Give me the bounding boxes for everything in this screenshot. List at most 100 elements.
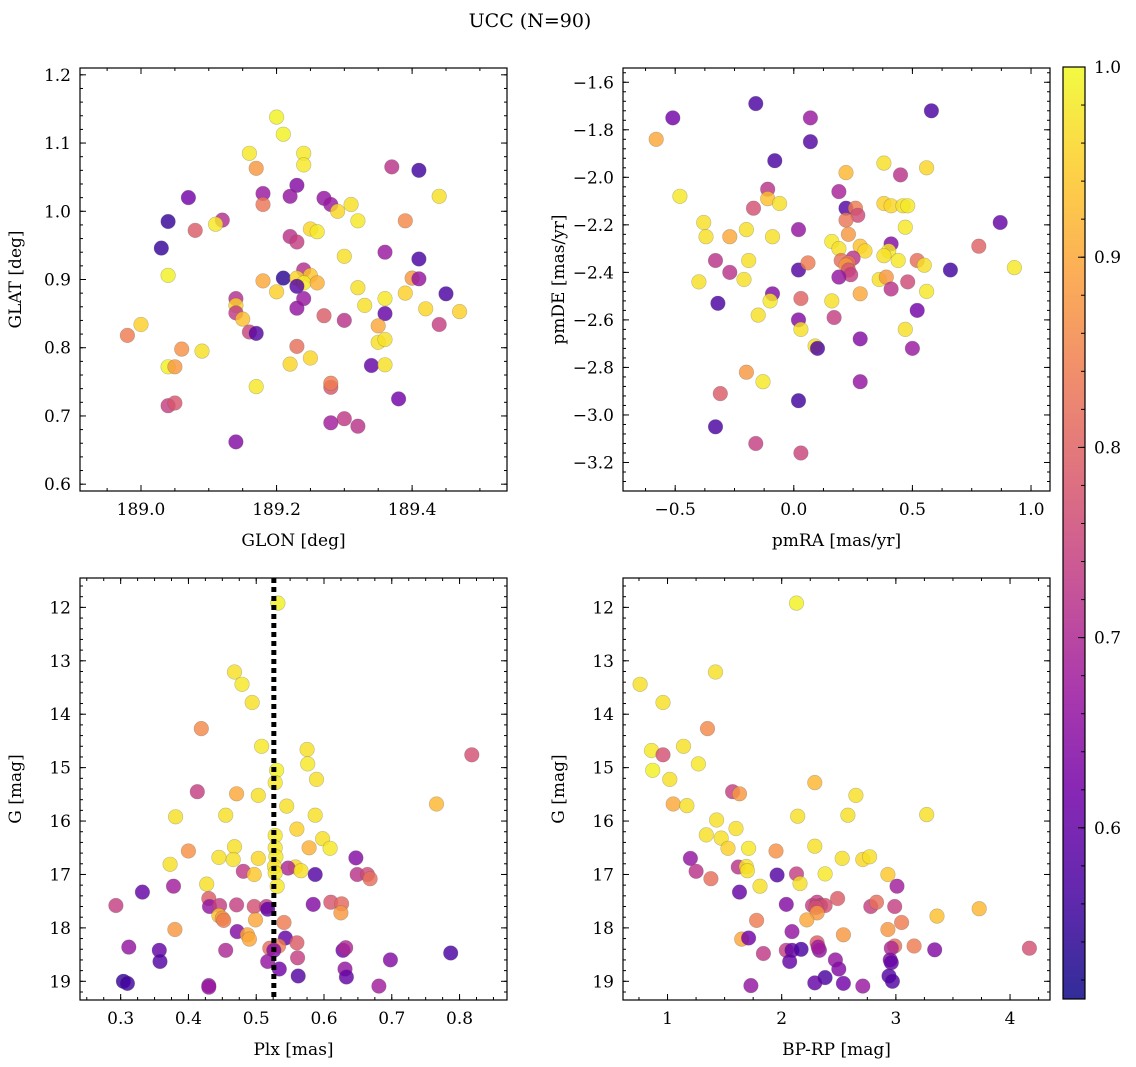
- data-point: [199, 876, 215, 892]
- data-point: [793, 321, 809, 338]
- data-point: [919, 806, 935, 823]
- data-point: [370, 318, 386, 334]
- tick-marks: [80, 578, 507, 1000]
- data-point: [831, 961, 847, 977]
- data-point: [880, 921, 896, 938]
- data-point: [834, 850, 850, 867]
- data-point: [226, 664, 243, 680]
- data-point: [343, 196, 359, 213]
- data-point: [418, 301, 434, 317]
- data-point: [247, 912, 264, 928]
- tick-marks: [623, 68, 1050, 491]
- data-point: [784, 923, 800, 940]
- y-axis-label: G [mag]: [6, 754, 26, 823]
- data-point: [377, 357, 393, 373]
- data-point: [464, 747, 480, 763]
- y-tick-label: −1.8: [573, 121, 614, 141]
- data-point: [241, 931, 257, 947]
- data-point: [391, 391, 407, 407]
- x-tick-label: 0.5: [243, 1009, 270, 1029]
- data-point: [194, 343, 210, 359]
- data-point: [648, 131, 664, 147]
- data-point: [119, 975, 135, 992]
- data-point: [876, 155, 892, 171]
- data-point: [876, 248, 892, 264]
- y-tick-label: 14: [592, 705, 614, 725]
- data-point: [916, 257, 932, 273]
- data-point: [244, 694, 260, 711]
- data-point: [336, 312, 352, 329]
- colorbar: 0.6 0.7 0.8 0.9 1.0: [1062, 58, 1121, 1000]
- data-point: [809, 340, 826, 357]
- y-tick-label: 18: [592, 919, 614, 939]
- data-point: [438, 286, 454, 302]
- data-point: [857, 243, 873, 259]
- y-tick-label: 13: [49, 652, 71, 672]
- data-point: [338, 940, 354, 956]
- data-point: [831, 184, 847, 200]
- data-point: [309, 275, 325, 291]
- data-point: [655, 747, 671, 763]
- data-point: [336, 411, 352, 427]
- data-point: [336, 248, 352, 264]
- panels: 189.0 189.2 189.4 0.6 0.7 0.8 0.9 1.0 1.1 1.2 GLON…: [6, 66, 1051, 1060]
- x-tick-label: 2: [776, 1009, 787, 1029]
- data-point: [682, 850, 699, 867]
- data-point: [736, 271, 752, 288]
- data-point: [269, 284, 285, 300]
- data-point: [289, 177, 305, 193]
- data-point: [800, 255, 816, 271]
- data-point: [322, 840, 338, 856]
- y-tick-label: −3.0: [573, 406, 614, 426]
- x-tick-label: 0.8: [446, 1009, 473, 1029]
- colorbar-tick-label: 0.7: [1094, 629, 1121, 649]
- data-point: [750, 307, 766, 323]
- data-point: [338, 969, 355, 985]
- data-point: [731, 786, 748, 802]
- data-point: [160, 267, 176, 284]
- x-tick-label: 0.4: [175, 1009, 202, 1029]
- x-tick-label: 1.0: [1017, 500, 1044, 520]
- data-point: [309, 224, 325, 240]
- x-tick-label: 4: [1005, 1009, 1016, 1029]
- data-point: [350, 418, 366, 434]
- data-point: [771, 195, 788, 212]
- data-point: [840, 226, 857, 242]
- data-point: [852, 331, 868, 347]
- y-tick-label: 16: [49, 812, 71, 832]
- data-point: [790, 393, 807, 409]
- data-point: [707, 419, 724, 435]
- data-point: [289, 821, 305, 837]
- data-point: [299, 741, 315, 758]
- data-point: [305, 896, 321, 913]
- data-point: [162, 856, 178, 872]
- data-point: [282, 188, 298, 204]
- data-point: [218, 807, 234, 823]
- y-tick-label: −3.2: [573, 453, 614, 473]
- data-point: [250, 787, 266, 804]
- data-point: [363, 357, 380, 374]
- data-point: [838, 165, 854, 181]
- data-point: [699, 720, 716, 737]
- colorbar-gradient: [1063, 67, 1085, 999]
- data-point: [168, 809, 184, 825]
- data-point: [707, 664, 724, 680]
- x-tick-label: 0.6: [310, 1009, 337, 1029]
- data-point: [323, 375, 339, 391]
- colorbar-tick-label: 1.0: [1094, 58, 1121, 78]
- data-point: [679, 797, 695, 814]
- data-point: [228, 434, 244, 450]
- data-point: [698, 229, 714, 245]
- data-point: [918, 283, 935, 300]
- data-point: [290, 968, 306, 984]
- data-point: [748, 95, 764, 112]
- y-tick-label: 19: [592, 972, 614, 992]
- data-point: [788, 595, 805, 611]
- data-point: [712, 386, 728, 402]
- data-point: [835, 927, 852, 943]
- data-point: [275, 126, 291, 142]
- data-point: [333, 905, 349, 921]
- data-point: [187, 222, 203, 238]
- data-point: [929, 908, 945, 924]
- data-point: [276, 914, 292, 931]
